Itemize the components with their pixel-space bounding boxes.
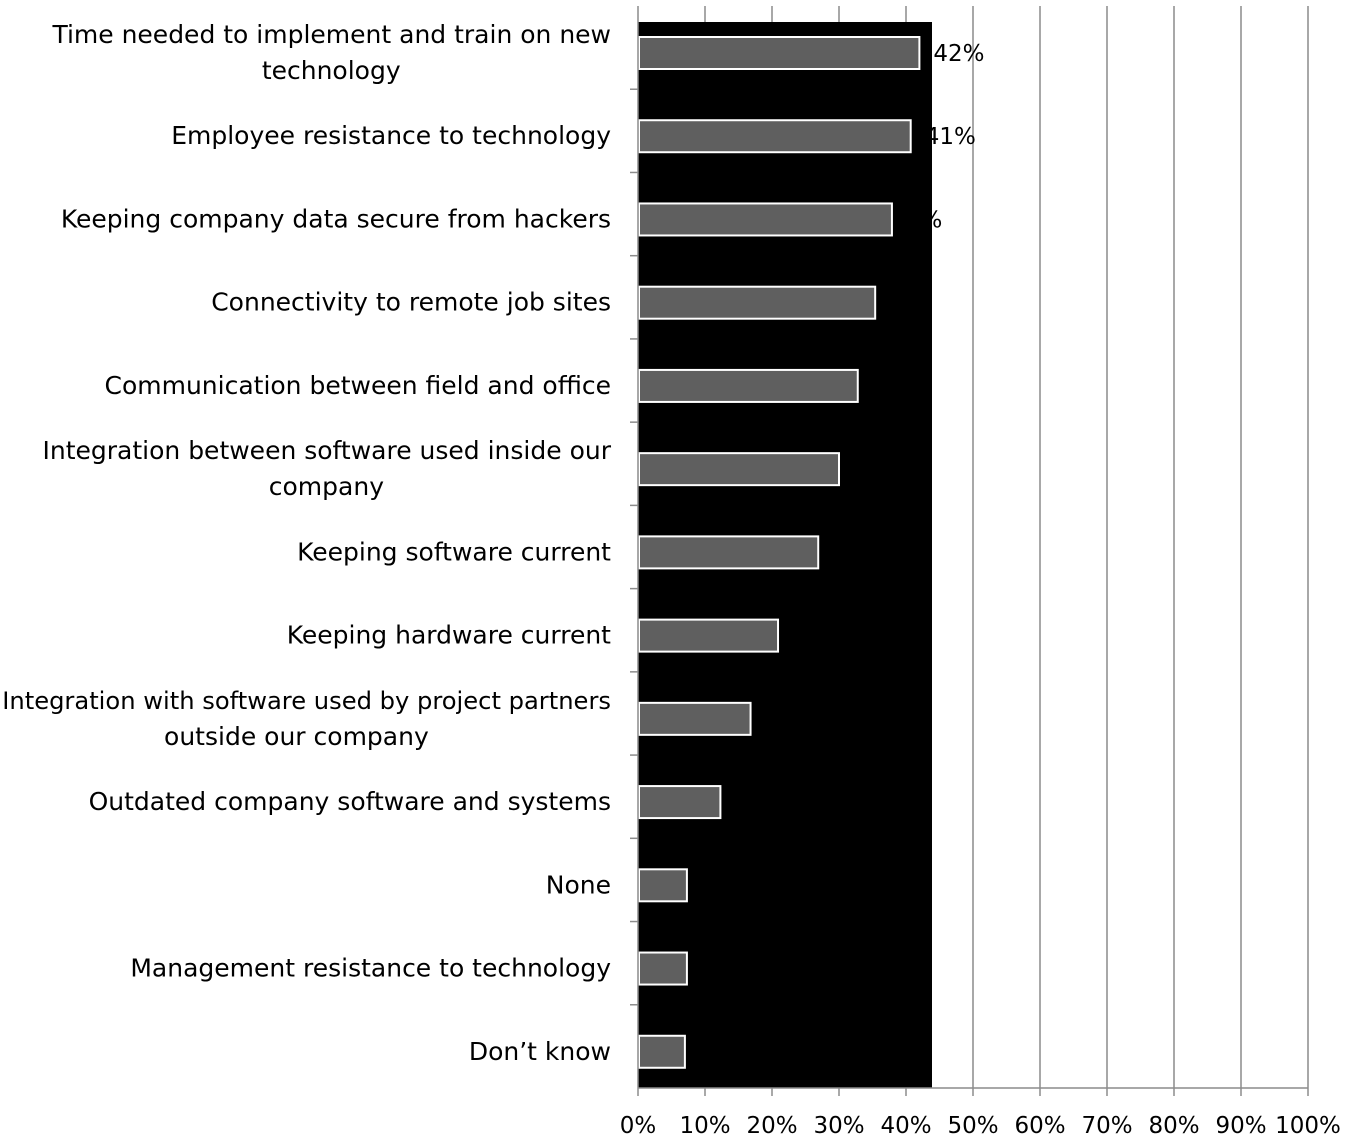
category-label: technology: [262, 56, 401, 85]
category-label: Keeping company data secure from hackers: [61, 204, 611, 233]
x-tick-label: 0%: [620, 1113, 657, 1139]
x-tick-label: 30%: [813, 1113, 864, 1139]
x-tick-label: 70%: [1081, 1113, 1132, 1139]
bar: [638, 868, 688, 903]
x-tick-label: 90%: [1215, 1113, 1266, 1139]
bar: [638, 618, 780, 653]
bar: [638, 285, 877, 320]
category-label: None: [546, 870, 611, 899]
bar: [638, 452, 840, 487]
category-label: Outdated company software and systems: [89, 787, 611, 816]
bar: [638, 119, 912, 154]
bar: [638, 368, 859, 403]
data-label: 41%: [925, 124, 976, 150]
x-tick-label: 100%: [1275, 1113, 1341, 1139]
category-label: Employee resistance to technology: [171, 121, 611, 150]
x-tick-label: 60%: [1014, 1113, 1065, 1139]
category-label: outside our company: [164, 722, 429, 751]
bar: [638, 36, 921, 70]
bar: [638, 701, 752, 736]
category-label: Management resistance to technology: [130, 954, 611, 983]
x-tick-label: 80%: [1148, 1113, 1199, 1139]
bar: [638, 951, 688, 986]
bar: [638, 785, 722, 820]
category-label: Communication between field and office: [104, 371, 611, 400]
category-label: Keeping hardware current: [287, 621, 611, 650]
category-label: Time needed to implement and train on ne…: [51, 20, 611, 49]
x-tick-label: 40%: [880, 1113, 931, 1139]
bar: [638, 202, 893, 237]
data-label: 42%: [933, 41, 984, 67]
category-label: Integration with software used by projec…: [2, 687, 611, 715]
category-label: Connectivity to remote job sites: [211, 288, 611, 317]
category-label: company: [269, 472, 384, 501]
category-label: Keeping software current: [297, 537, 611, 566]
x-tick-label: 20%: [746, 1113, 797, 1139]
x-tick-label: 10%: [679, 1113, 730, 1139]
bar: [638, 535, 820, 570]
x-tick-label: 50%: [947, 1113, 998, 1139]
category-label: Don’t know: [469, 1037, 611, 1066]
bar: [638, 1034, 686, 1069]
category-label: Integration between software used inside…: [42, 436, 611, 465]
data-label: 3%: [906, 207, 943, 233]
